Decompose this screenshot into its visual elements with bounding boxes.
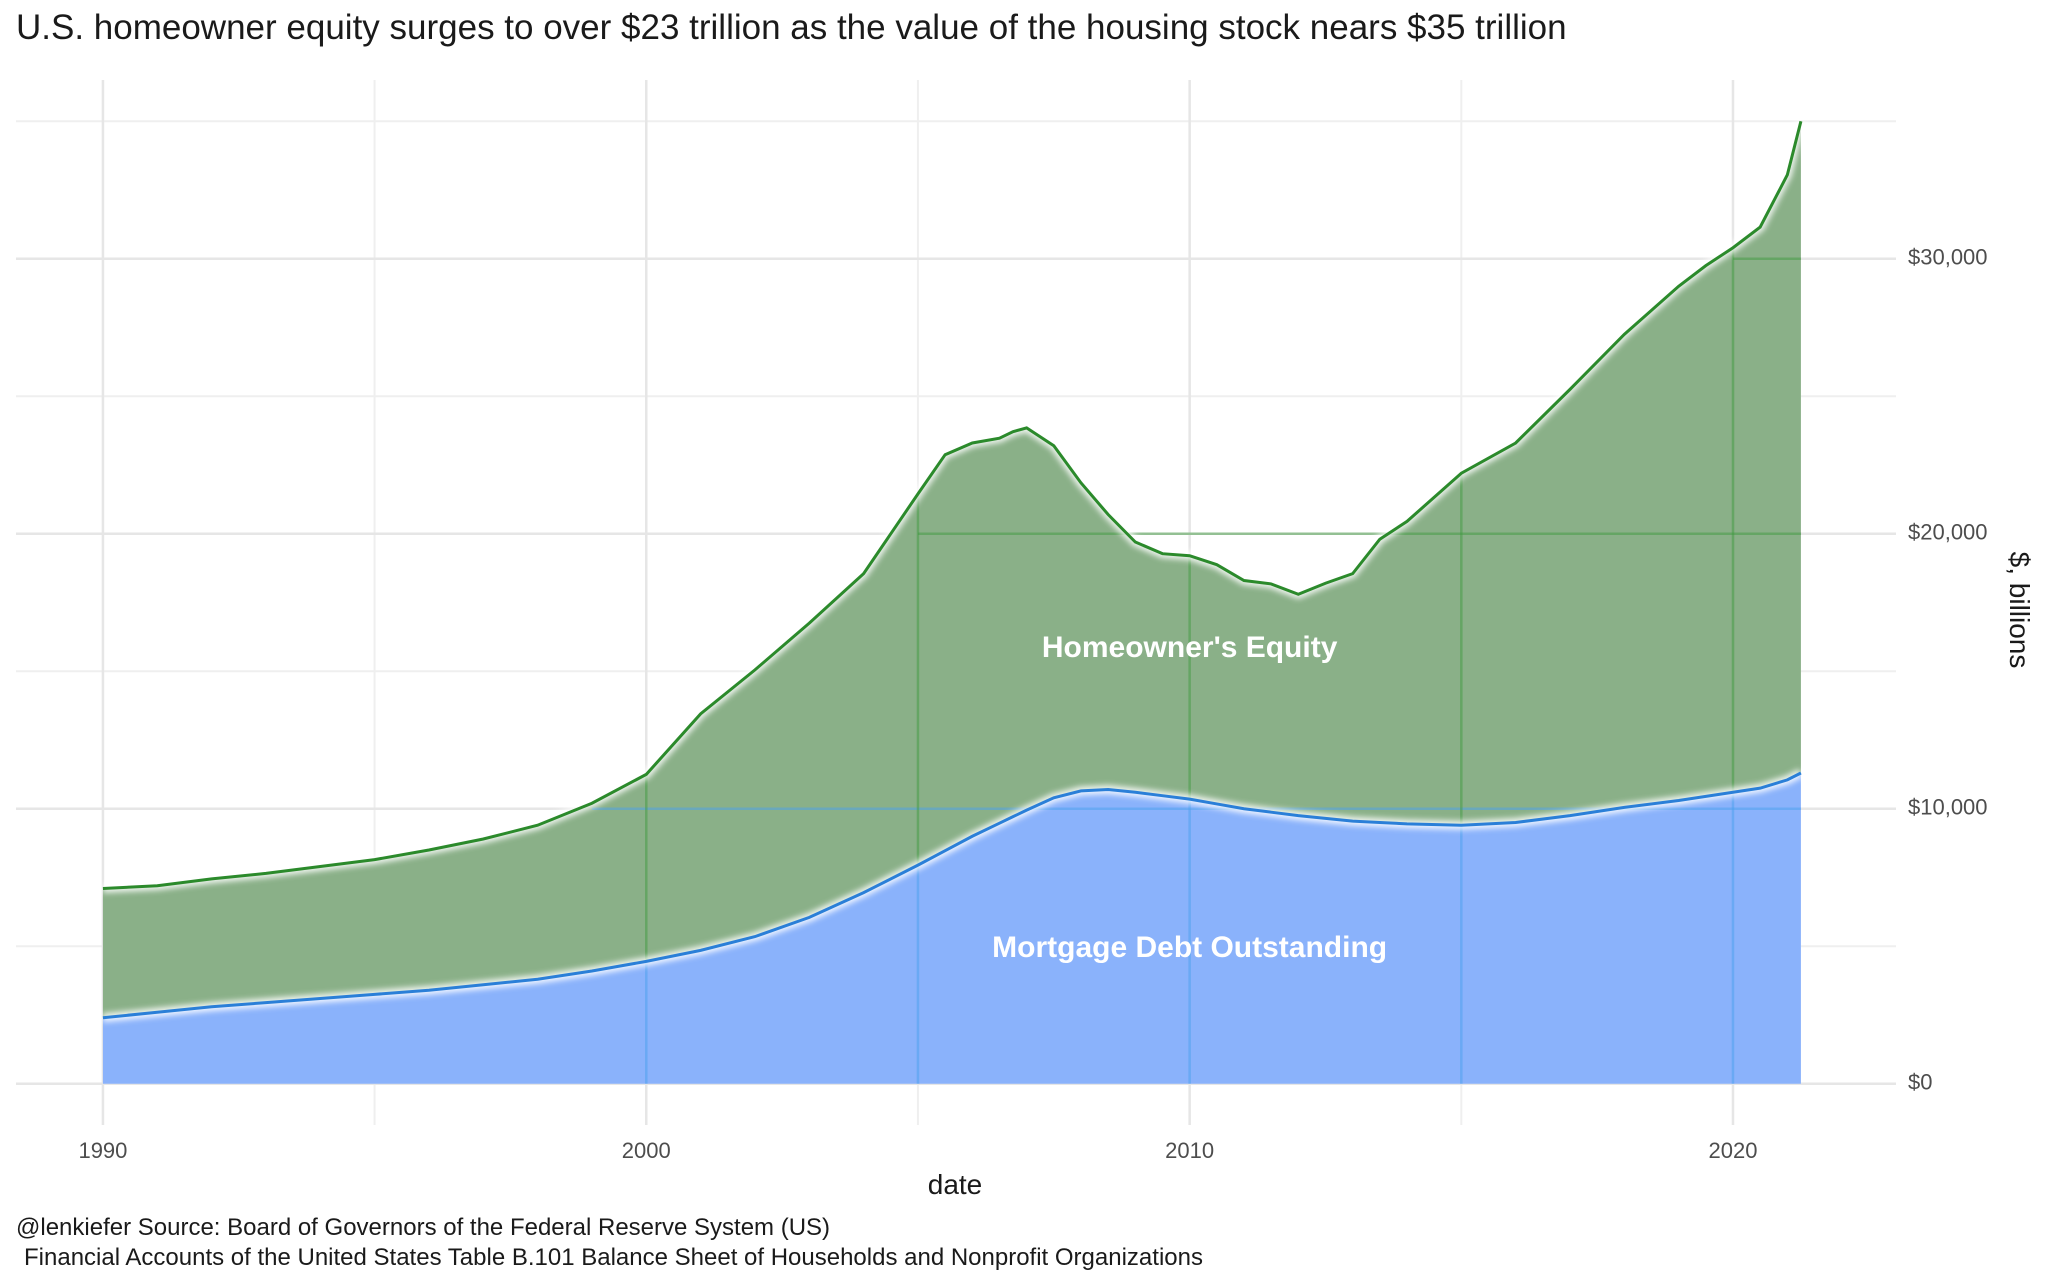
area-mortgage-debt xyxy=(102,773,1801,1084)
series-lines xyxy=(102,120,1806,1023)
x-tick-label: 2010 xyxy=(1165,1138,1214,1163)
area-label: Homeowner's Equity xyxy=(1042,631,1338,664)
series-line-mortgage-debt xyxy=(102,771,1802,1020)
grid-overlay xyxy=(591,247,1801,1084)
area-layer xyxy=(102,121,1801,1084)
y-axis-title: $, billions xyxy=(2004,552,2035,669)
x-tick-label: 2000 xyxy=(622,1138,671,1163)
annotation-layer: Homeowner's Equity Mortgage Debt Outstand… xyxy=(992,631,1387,964)
area-homeowners-equity xyxy=(102,121,1801,1018)
x-tick-label: 2020 xyxy=(1709,1138,1758,1163)
chart-title: U.S. homeowner equity surges to over $23… xyxy=(16,8,1567,47)
source-caption-detail: Financial Accounts of the United States … xyxy=(24,1244,1203,1271)
y-tick-label: $0 xyxy=(1908,1070,1932,1095)
y-tick-label: $30,000 xyxy=(1908,245,1988,270)
y-tick-label: $20,000 xyxy=(1908,520,1988,545)
x-axis-title: date xyxy=(928,1169,983,1200)
y-tick-label: $10,000 xyxy=(1908,795,1988,820)
source-caption: @lenkiefer Source: Board of Governors of… xyxy=(16,1214,831,1241)
tick-labels: 1990 2000 2010 2020 $0 $10,000 $20,000 $30,000 xyxy=(78,245,1987,1163)
area-label: Mortgage Debt Outstanding xyxy=(992,931,1387,964)
x-tick-label: 1990 xyxy=(78,1138,127,1163)
series-line-homeowners-equity xyxy=(102,120,1803,890)
